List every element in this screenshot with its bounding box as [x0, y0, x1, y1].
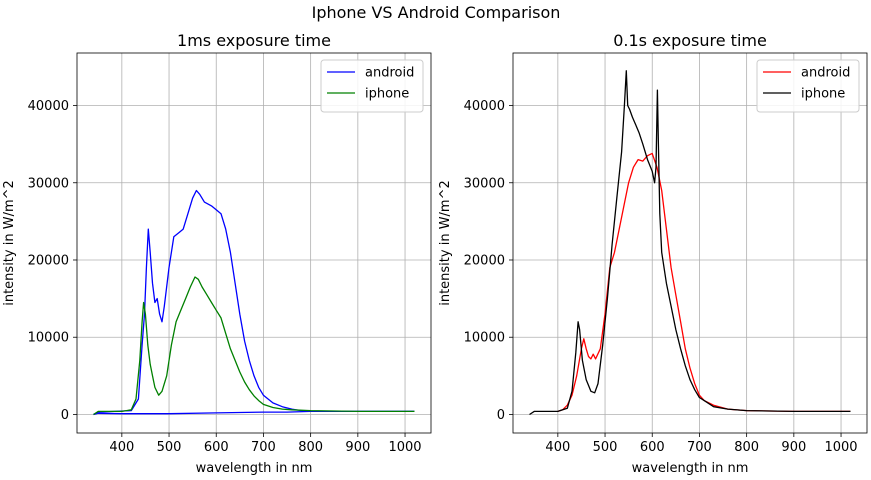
x-tick-label: 900	[781, 440, 806, 455]
x-tick-label: 600	[204, 440, 229, 455]
y-axis-label: intensity in W/m^2	[2, 180, 17, 306]
legend-box	[320, 59, 424, 113]
legend: android iphone	[320, 59, 424, 113]
y-tick-label: 0	[497, 408, 505, 423]
y-tick-label: 0	[61, 408, 69, 423]
x-tick-label: 1000	[824, 440, 857, 455]
x-axis-label: wavelength in nm	[196, 461, 313, 476]
x-axis-label: wavelength in nm	[632, 461, 749, 476]
x-tick-label: 700	[687, 440, 712, 455]
series-line-iphone	[529, 70, 851, 416]
x-tick-label: 400	[109, 440, 134, 455]
y-tick-label: 30000	[464, 176, 505, 191]
y-tick-label: 10000	[464, 331, 505, 346]
y-tick-label: 30000	[28, 176, 69, 191]
y-axis-label: intensity in W/m^2	[438, 180, 453, 306]
chart-title: 0.1s exposure time	[613, 31, 767, 50]
x-tick-label: 600	[640, 440, 665, 455]
series-line-android	[557, 152, 851, 413]
x-tick-label: 500	[593, 440, 618, 455]
x-tick-label: 800	[298, 440, 323, 455]
legend: android iphone	[756, 59, 860, 113]
suptitle: Iphone VS Android Comparison	[312, 3, 561, 22]
axes-0-1s: 0.1s exposure time 400 500 600 700 800 900 1000…	[438, 31, 868, 476]
y-tick-label: 40000	[464, 99, 505, 114]
chart-title: 1ms exposure time	[177, 31, 331, 50]
y-tick-label: 10000	[28, 331, 69, 346]
legend-box	[756, 59, 860, 113]
x-tick-label: 800	[734, 440, 759, 455]
series-line-iphone	[93, 276, 415, 416]
legend-label-android: android	[801, 66, 850, 81]
axes-frame	[512, 52, 868, 434]
x-tick-label: 1000	[388, 440, 421, 455]
x-tick-label: 900	[345, 440, 370, 455]
x-tick-label: 500	[157, 440, 182, 455]
y-tick-label: 20000	[464, 253, 505, 268]
y-tick-label: 20000	[28, 253, 69, 268]
x-tick-label: 700	[251, 440, 276, 455]
series-line-android	[93, 189, 415, 416]
legend-label-iphone: iphone	[365, 87, 409, 102]
legend-label-iphone: iphone	[801, 87, 845, 102]
y-tick-label: 40000	[28, 99, 69, 114]
x-tick-label: 400	[545, 440, 570, 455]
legend-label-android: android	[365, 66, 414, 81]
axes-frame	[76, 52, 432, 434]
